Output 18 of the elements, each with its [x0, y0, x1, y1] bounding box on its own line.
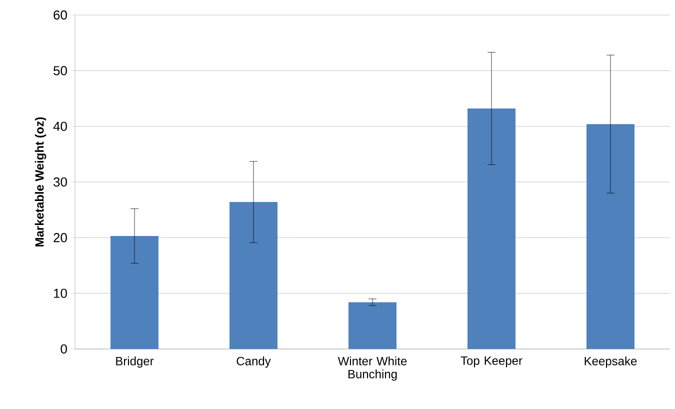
x-tick-label: Keepsake [584, 356, 637, 368]
y-tick-label: 50 [54, 66, 67, 76]
bar [586, 124, 634, 349]
bar [348, 302, 396, 349]
y-axis-title: Marketable Weight (oz) [34, 117, 46, 246]
bar [230, 202, 278, 349]
y-tick-label: 10 [54, 288, 67, 298]
y-tick-label: 60 [54, 10, 67, 20]
y-tick-label: 0 [60, 344, 67, 354]
y-tick-label: 30 [54, 177, 67, 187]
x-tick-label: Top Keeper [460, 356, 522, 368]
bar [467, 108, 516, 349]
x-tick-label: Bridger [116, 356, 154, 368]
x-tick-label: Winter White Bunching [338, 356, 407, 381]
bar [110, 236, 159, 349]
y-tick-label: 40 [53, 122, 67, 131]
y-tick-label: 20 [54, 233, 67, 242]
x-tick-label: Candy [236, 356, 271, 368]
